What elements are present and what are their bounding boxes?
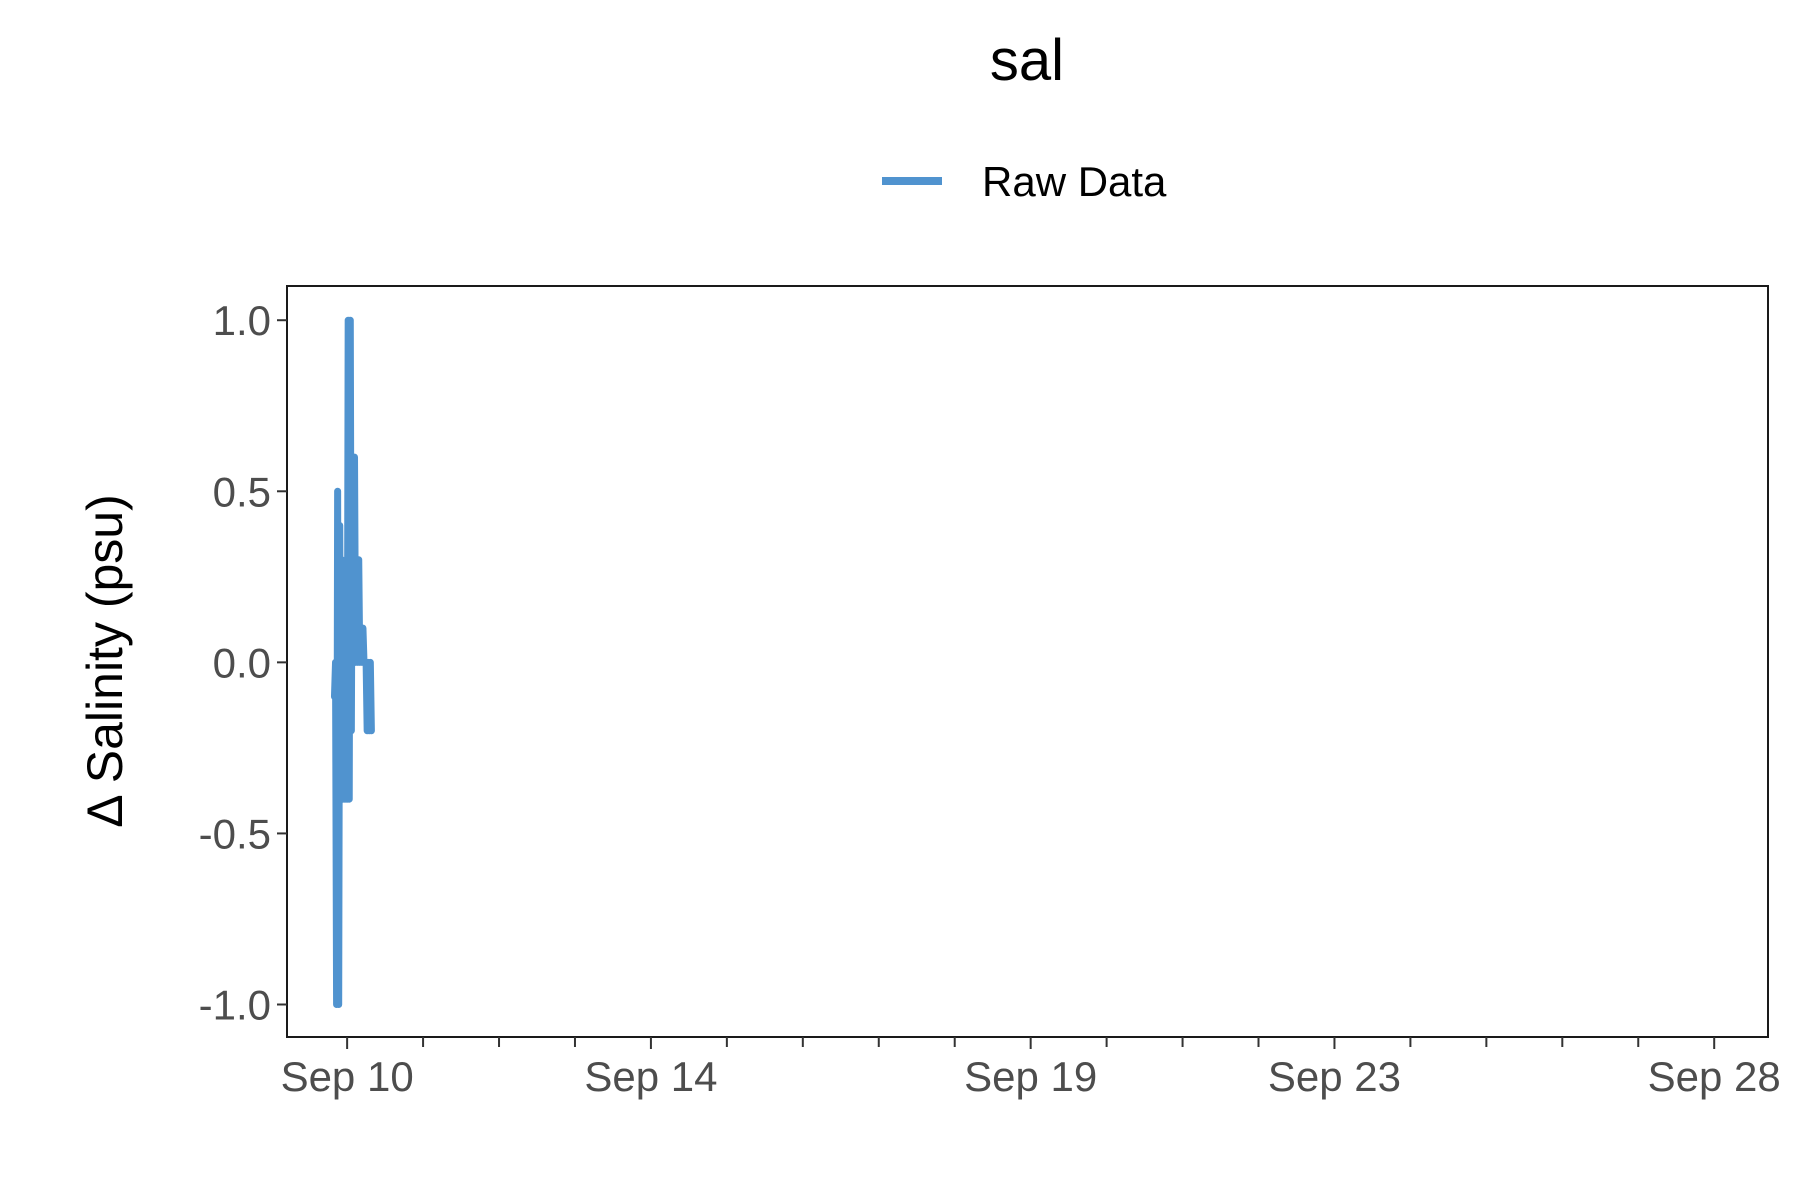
series-line-raw-data bbox=[330, 316, 375, 1008]
plot-panel bbox=[286, 285, 1769, 1038]
x-tick-label: Sep 14 bbox=[584, 1053, 717, 1100]
x-tick-label: Sep 28 bbox=[1648, 1053, 1781, 1100]
y-tick-label: -0.5 bbox=[199, 810, 271, 857]
y-tick-label: -1.0 bbox=[199, 981, 271, 1028]
y-tick-label: 0.0 bbox=[213, 639, 271, 686]
chart-title: sal bbox=[990, 28, 1064, 93]
legend: Raw Data bbox=[882, 158, 1167, 205]
y-tick-label: 0.5 bbox=[213, 468, 271, 515]
x-tick-label: Sep 23 bbox=[1268, 1053, 1401, 1100]
series-layer bbox=[330, 316, 375, 1008]
x-tick-label: Sep 19 bbox=[964, 1053, 1097, 1100]
y-tick-label: 1.0 bbox=[213, 297, 271, 344]
x-tick-label: Sep 10 bbox=[281, 1053, 414, 1100]
y-axis: -1.0 -0.5 0.0 0.5 1.0 bbox=[199, 297, 287, 1028]
legend-label-raw-data: Raw Data bbox=[982, 158, 1167, 205]
y-axis-title: Δ Salinity (psu) bbox=[77, 494, 133, 828]
x-axis: Sep 10 Sep 14 Sep 19 Sep 23 Sep 28 bbox=[281, 1037, 1781, 1100]
